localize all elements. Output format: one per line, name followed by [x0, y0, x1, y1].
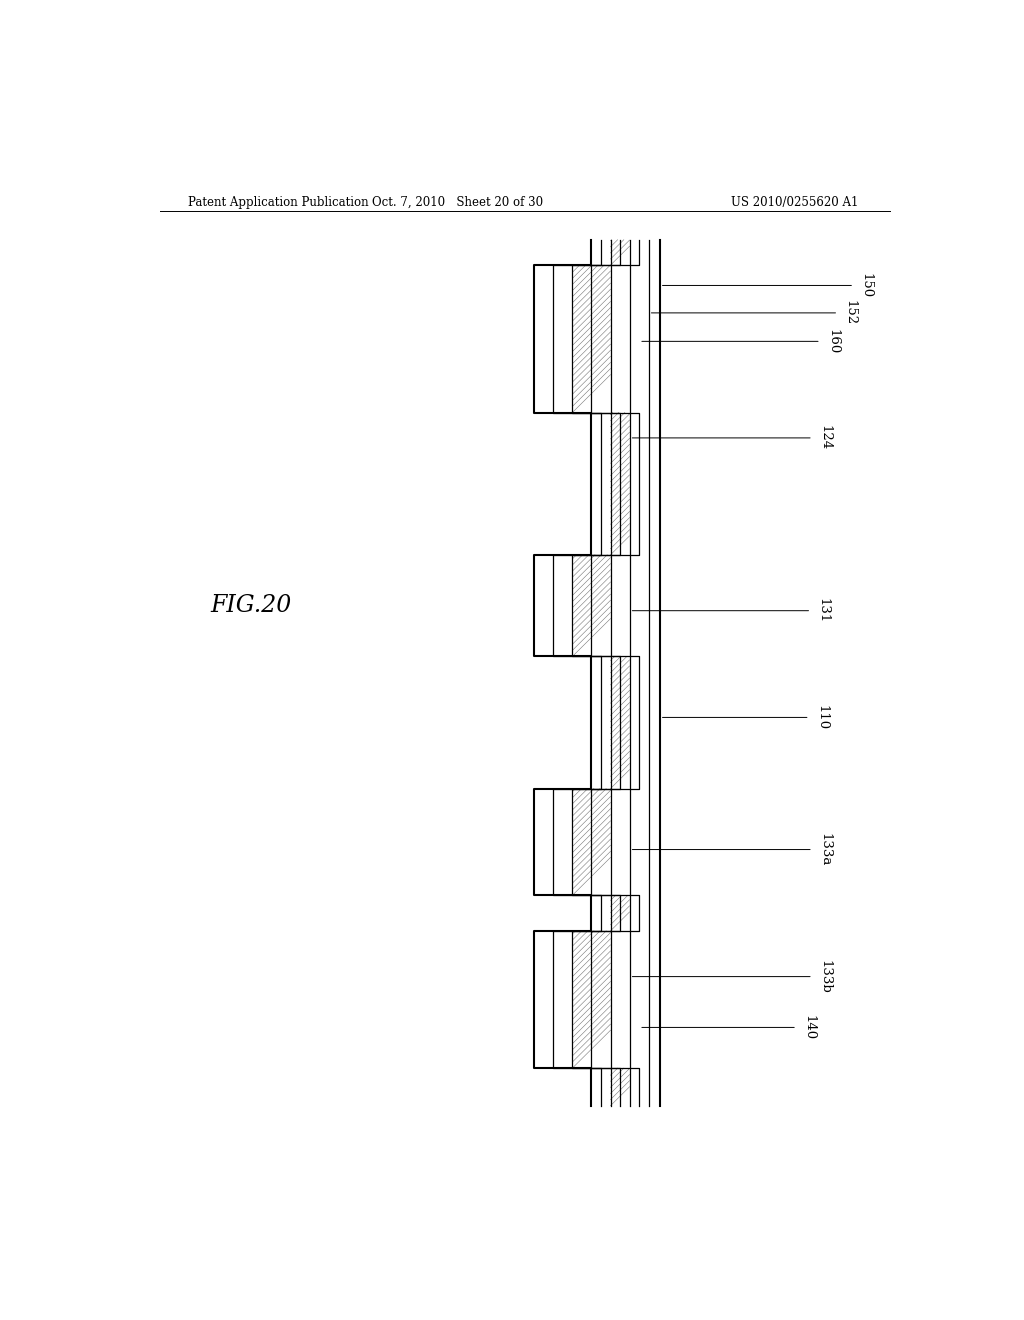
- Text: 140: 140: [803, 1015, 815, 1040]
- Text: 124: 124: [818, 425, 831, 450]
- Text: FIG.20: FIG.20: [210, 594, 292, 618]
- Text: 110: 110: [815, 705, 828, 730]
- Text: 150: 150: [859, 273, 872, 298]
- Text: US 2010/0255620 A1: US 2010/0255620 A1: [731, 195, 858, 209]
- Text: 131: 131: [817, 598, 829, 623]
- Text: 133a: 133a: [818, 833, 831, 866]
- Text: 160: 160: [826, 329, 840, 354]
- Text: Patent Application Publication: Patent Application Publication: [187, 195, 369, 209]
- Text: 133b: 133b: [818, 960, 831, 994]
- Text: Oct. 7, 2010   Sheet 20 of 30: Oct. 7, 2010 Sheet 20 of 30: [372, 195, 543, 209]
- Text: 152: 152: [844, 301, 857, 326]
